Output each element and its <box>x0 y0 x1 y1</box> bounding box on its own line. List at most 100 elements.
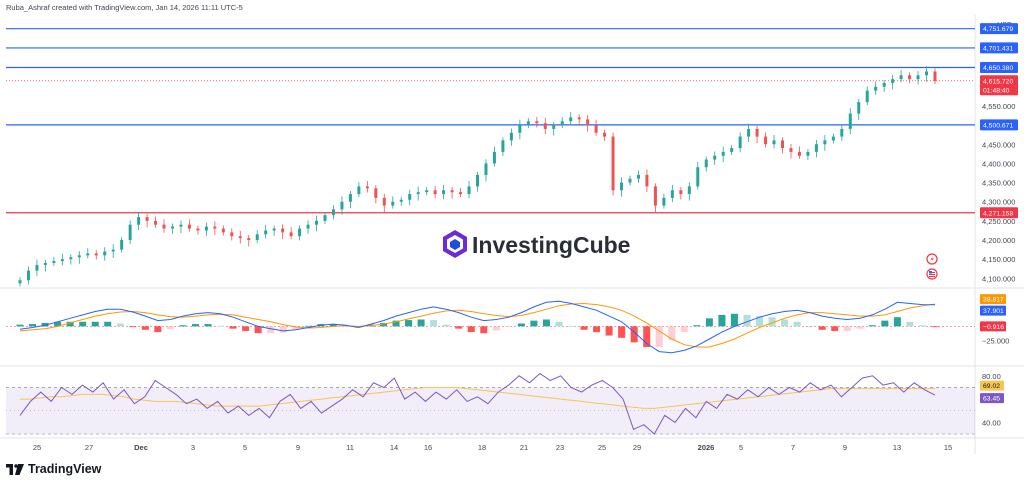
candle[interactable] <box>77 251 81 264</box>
candle[interactable] <box>433 186 437 199</box>
candle[interactable] <box>526 118 530 129</box>
candle[interactable] <box>255 230 259 244</box>
candle[interactable] <box>840 124 844 141</box>
candle[interactable] <box>620 177 624 197</box>
candle[interactable] <box>552 122 556 136</box>
candle[interactable] <box>69 254 73 265</box>
candle[interactable] <box>162 219 166 233</box>
candle[interactable] <box>476 171 479 192</box>
candle[interactable] <box>348 190 352 209</box>
lightning-icon[interactable] <box>926 253 938 265</box>
candle[interactable] <box>603 129 607 141</box>
candle[interactable] <box>611 132 615 196</box>
candle[interactable] <box>298 225 302 241</box>
candle[interactable] <box>628 175 632 186</box>
candle[interactable] <box>94 250 98 260</box>
candle[interactable] <box>247 235 251 247</box>
candle[interactable] <box>823 135 827 151</box>
candle[interactable] <box>882 79 886 93</box>
us-flag-icon[interactable] <box>926 268 938 280</box>
candle[interactable] <box>535 117 539 128</box>
candle[interactable] <box>874 81 878 95</box>
candle[interactable] <box>408 189 412 206</box>
candle[interactable] <box>747 123 751 142</box>
candle[interactable] <box>60 253 64 266</box>
candle[interactable] <box>789 143 793 159</box>
candle[interactable] <box>755 125 759 144</box>
tradingview-logo[interactable]: TradingView <box>6 462 101 476</box>
candle[interactable] <box>484 159 488 182</box>
candle[interactable] <box>374 185 378 204</box>
candle[interactable] <box>891 74 895 90</box>
candle[interactable] <box>340 196 344 215</box>
candle[interactable] <box>679 187 683 200</box>
candle[interactable] <box>425 187 429 196</box>
candle[interactable] <box>806 148 810 160</box>
candle[interactable] <box>399 196 403 206</box>
candle[interactable] <box>120 236 124 253</box>
candle[interactable] <box>670 184 674 203</box>
candle[interactable] <box>696 161 700 190</box>
candle[interactable] <box>442 184 446 200</box>
candle[interactable] <box>594 119 598 136</box>
candle[interactable] <box>331 205 335 220</box>
candle[interactable] <box>179 220 183 234</box>
candle[interactable] <box>857 99 861 121</box>
candle[interactable] <box>577 114 581 125</box>
candle[interactable] <box>416 186 420 201</box>
candle[interactable] <box>145 213 149 228</box>
candle[interactable] <box>831 133 835 144</box>
candle[interactable] <box>382 193 386 213</box>
candle[interactable] <box>103 247 107 261</box>
candle[interactable] <box>281 224 285 239</box>
candle[interactable] <box>662 193 666 209</box>
candle[interactable] <box>204 222 208 236</box>
candle[interactable] <box>586 115 590 132</box>
candle[interactable] <box>865 86 869 106</box>
candle[interactable] <box>230 228 234 241</box>
candle[interactable] <box>196 225 200 235</box>
candle[interactable] <box>52 256 56 267</box>
candle[interactable] <box>509 128 513 146</box>
candle[interactable] <box>213 221 217 236</box>
candle[interactable] <box>459 187 463 198</box>
candle[interactable] <box>933 68 937 85</box>
candle[interactable] <box>653 183 657 213</box>
candle[interactable] <box>264 225 268 239</box>
candle[interactable] <box>721 146 725 163</box>
candle[interactable] <box>797 146 801 159</box>
candle[interactable] <box>560 117 564 129</box>
candle[interactable] <box>154 216 158 228</box>
candle[interactable] <box>704 156 708 172</box>
candle[interactable] <box>501 137 505 157</box>
candle[interactable] <box>848 108 852 135</box>
candle[interactable] <box>925 66 929 82</box>
candle[interactable] <box>713 151 717 165</box>
candle[interactable] <box>187 219 191 232</box>
candle[interactable] <box>221 225 225 236</box>
candle[interactable] <box>137 211 141 231</box>
candle[interactable] <box>111 244 115 259</box>
candle[interactable] <box>543 117 547 135</box>
candle[interactable] <box>26 266 30 285</box>
candle[interactable] <box>764 132 768 148</box>
candle[interactable] <box>306 220 310 234</box>
candle[interactable] <box>391 196 395 209</box>
candle[interactable] <box>323 212 327 224</box>
candle[interactable] <box>18 277 22 287</box>
candle[interactable] <box>738 132 742 153</box>
candle[interactable] <box>35 259 39 277</box>
candle[interactable] <box>467 181 471 199</box>
candle[interactable] <box>730 145 734 155</box>
candle[interactable] <box>272 225 276 236</box>
candle[interactable] <box>569 112 573 126</box>
candle[interactable] <box>518 119 522 140</box>
candle[interactable] <box>645 169 649 192</box>
candle[interactable] <box>238 230 242 244</box>
candle[interactable] <box>86 248 90 259</box>
candle[interactable] <box>450 187 454 199</box>
candle[interactable] <box>908 72 912 84</box>
candle[interactable] <box>315 215 319 232</box>
candle[interactable] <box>492 146 496 167</box>
